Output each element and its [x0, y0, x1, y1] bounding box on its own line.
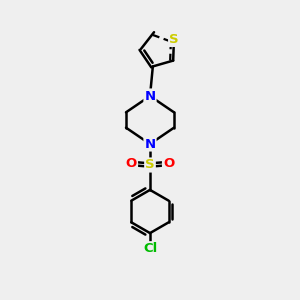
Text: N: N — [144, 137, 156, 151]
Text: O: O — [163, 157, 174, 170]
Text: O: O — [126, 157, 137, 170]
Text: S: S — [169, 33, 179, 46]
Text: Cl: Cl — [143, 242, 157, 255]
Text: S: S — [145, 158, 155, 172]
Text: N: N — [144, 89, 156, 103]
